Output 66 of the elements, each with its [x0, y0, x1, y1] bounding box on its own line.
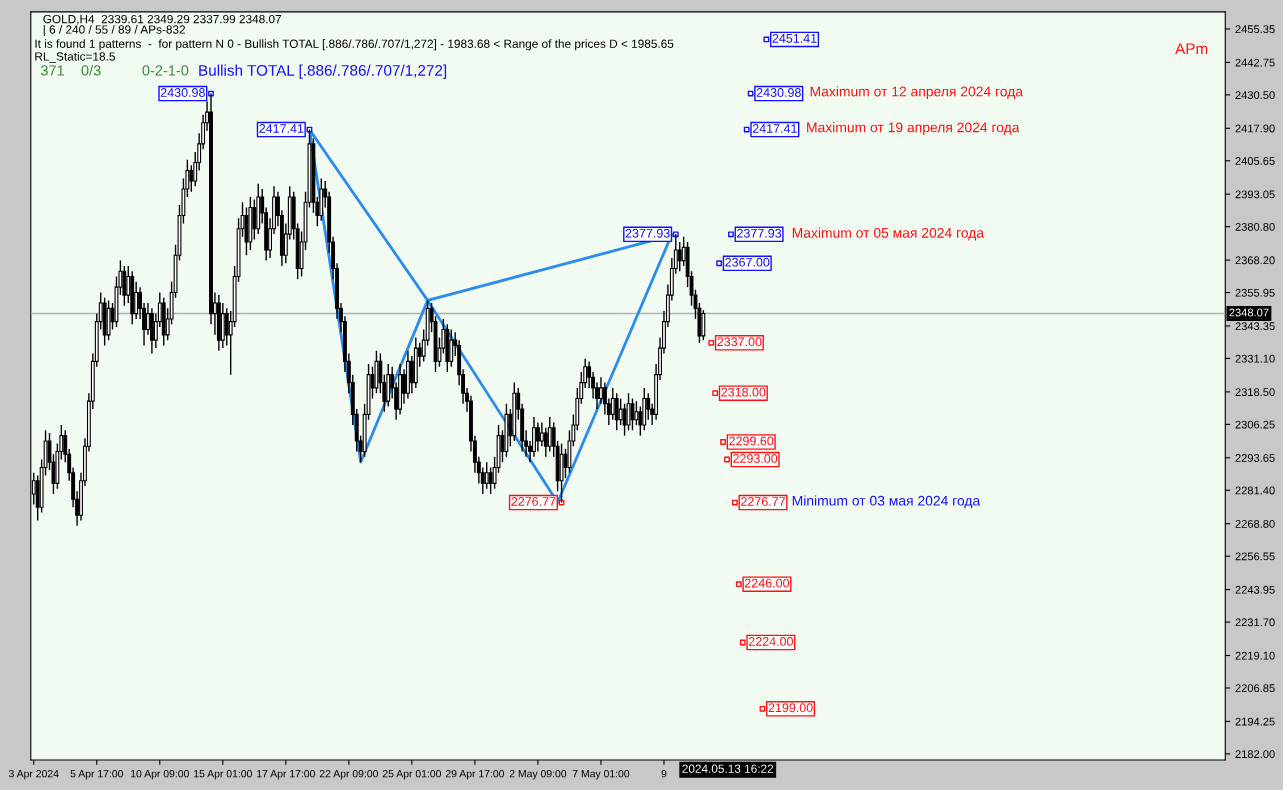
x-tick-label: 22 Apr 09:00	[319, 769, 378, 780]
x-tick-label: 3 Apr 2024	[8, 769, 59, 780]
y-tick-label: 2430.50	[1235, 91, 1275, 99]
annotation: 371	[40, 65, 64, 76]
y-tick-label: 2231.70	[1235, 618, 1275, 627]
data-label: 2377.93	[737, 228, 782, 238]
data-label: 2417.41	[259, 124, 304, 133]
data-label: 2318.00	[721, 387, 766, 397]
annotation: RL_Static=18.5	[35, 51, 115, 63]
y-tick-label: 2331.10	[1235, 354, 1275, 363]
x-tick-label: 2 May 09:00	[509, 769, 567, 780]
annotation: | 6 / 240 / 55 / 89 / APs-832	[43, 25, 186, 37]
annotation: It is found 1 patterns - for pattern N 0 - Bullish TOTAL [.886/.786/.707/1,272] - 1983.68 < Range of the prices D < 1985.65	[35, 39, 674, 51]
data-label: 2430.98	[756, 88, 801, 97]
y-tick-label: 2281.40	[1235, 486, 1275, 495]
annotation: 0/3	[81, 64, 101, 76]
data-label: 2299.60	[729, 436, 774, 446]
y-tick-label: 2293.65	[1235, 454, 1275, 462]
y-tick-label: 2268.80	[1235, 519, 1275, 528]
x-tick-label: 29 Apr 17:00	[445, 769, 505, 780]
data-label: 2276.77	[511, 497, 556, 506]
y-tick-label: 2256.55	[1235, 552, 1275, 561]
y-tick-label: 2368.20	[1235, 256, 1275, 265]
x-tick-label: 5 Apr 17:00	[70, 769, 124, 780]
y-tick-label: 2219.10	[1235, 651, 1275, 660]
y-tick-label: 2393.05	[1235, 190, 1275, 199]
y-tick-label: 2243.95	[1235, 585, 1275, 594]
data-label: 2276.77	[741, 497, 785, 506]
annotation: Minimum от 03 мая 2024 года	[792, 495, 981, 509]
data-label: 2367.00	[725, 257, 770, 267]
y-tick-label: 2306.25	[1235, 420, 1275, 429]
data-label: 2293.00	[733, 454, 778, 463]
data-label: 2199.00	[768, 703, 813, 713]
data-label: 2417.41	[752, 124, 797, 133]
x-tick-label: 15 Apr 01:00	[194, 769, 252, 780]
data-label: 2430.98	[160, 88, 205, 97]
annotation: APm	[1175, 43, 1208, 54]
y-tick-label: 2355.95	[1235, 288, 1275, 297]
x-tick-label: 7 May 01:00	[572, 769, 630, 780]
y-tick-label: 2206.85	[1235, 684, 1275, 693]
y-tick-label: 2343.35	[1235, 322, 1275, 331]
ref-line-label: 2348.07	[1229, 308, 1269, 317]
annotation: 0-2-1-0	[142, 65, 189, 76]
data-label: 2377.93	[625, 228, 670, 238]
y-tick-label: 2417.90	[1235, 124, 1275, 133]
annotation: Maximum от 05 мая 2024 года	[792, 227, 985, 241]
data-label: 2246.00	[744, 578, 790, 588]
y-tick-label: 2405.65	[1235, 157, 1275, 165]
annotation: Maximum от 19 апреля 2024 года	[807, 122, 1020, 136]
y-tick-label: 2182.00	[1235, 750, 1275, 759]
x-tick-label: 25 Apr 01:00	[382, 769, 442, 780]
text: 2024.05.13 16:22	[682, 764, 774, 773]
x-tick-label: 10 Apr 09:00	[131, 769, 189, 780]
annotation: Maximum от 12 апреля 2024 года	[810, 86, 1024, 100]
y-tick-label: 2442.75	[1235, 58, 1275, 67]
annotation: Bullish TOTAL [.886/.786/.707/1,272]	[199, 64, 447, 79]
y-tick-label: 2318.50	[1235, 388, 1275, 397]
x-tick-label: 17 Apr 17:00	[257, 769, 315, 780]
y-tick-label: 2380.80	[1235, 222, 1275, 231]
y-tick-label: 2194.25	[1235, 717, 1275, 726]
x-tick-label: 9	[661, 769, 667, 778]
data-label: 2451.41	[772, 33, 817, 43]
annotation: GOLD,H4 2339.61 2349.29 2337.99 2348.07	[43, 14, 282, 25]
data-label: 2337.00	[717, 337, 762, 347]
data-label: 2224.00	[748, 637, 793, 646]
y-tick-label: 2455.35	[1235, 25, 1275, 34]
